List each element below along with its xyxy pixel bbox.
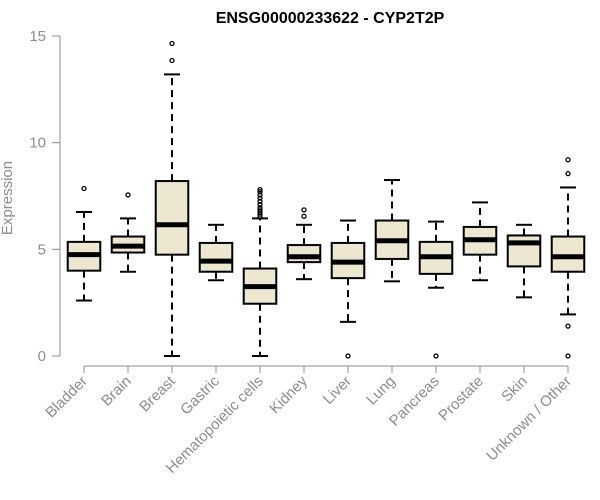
box-prostate [462, 201, 498, 282]
box-pancreas [418, 220, 454, 359]
y-axis-label: Expression [0, 161, 16, 235]
box-lung [374, 179, 410, 283]
x-tick-label: Kidney [266, 372, 311, 417]
iqr-box [550, 235, 586, 273]
y-axis: 0 5 10 15 [29, 28, 61, 365]
outlier-point [345, 353, 351, 359]
x-tick-label: Prostate [435, 373, 487, 425]
x-tick-label: Lung [363, 373, 399, 409]
outlier-point [257, 205, 263, 211]
outlier-point [257, 201, 263, 208]
box-bladder [66, 185, 102, 302]
box-unknown-other [550, 157, 586, 359]
box-gastric [198, 223, 234, 282]
iqr-box [506, 234, 542, 268]
x-tick-label: Skin [498, 373, 531, 406]
iqr-box [198, 241, 234, 273]
outlier-point [257, 198, 263, 204]
iqr-box [154, 180, 190, 256]
x-tick-label: Bladder [42, 373, 91, 422]
outlier-point [565, 157, 571, 163]
outlier-point [301, 207, 307, 213]
y-tick-label: 10 [29, 135, 46, 152]
outlier-point [257, 195, 263, 201]
outlier-point [257, 189, 263, 195]
outlier-point [169, 57, 175, 64]
outlier-point [433, 353, 439, 359]
y-tick-label: 15 [29, 28, 46, 45]
x-tick-label: Breast [136, 372, 179, 415]
box-skin [506, 223, 542, 299]
iqr-box [286, 244, 322, 264]
y-tick-label: 0 [38, 348, 46, 365]
y-tick-label: 5 [38, 241, 46, 258]
outlier-point [565, 353, 571, 359]
outlier-point [125, 192, 131, 198]
x-tick-label: Liver [320, 373, 355, 408]
outlier-point [169, 40, 175, 47]
x-tick-label: Brain [98, 373, 135, 410]
outlier-point [81, 185, 87, 192]
box-hematopoietic-cells [242, 186, 278, 357]
outlier-point [565, 170, 571, 177]
outlier-point [257, 186, 263, 193]
outlier-point [257, 192, 263, 198]
outlier-point [257, 207, 263, 213]
boxes-group [66, 40, 586, 359]
box-brain [110, 192, 146, 273]
outlier-point [301, 213, 307, 219]
box-kidney [286, 207, 322, 281]
outlier-point [565, 323, 571, 329]
box-liver [330, 219, 366, 359]
chart-title: ENSG00000233622 - CYP2T2P [216, 10, 445, 27]
box-breast [154, 40, 190, 357]
